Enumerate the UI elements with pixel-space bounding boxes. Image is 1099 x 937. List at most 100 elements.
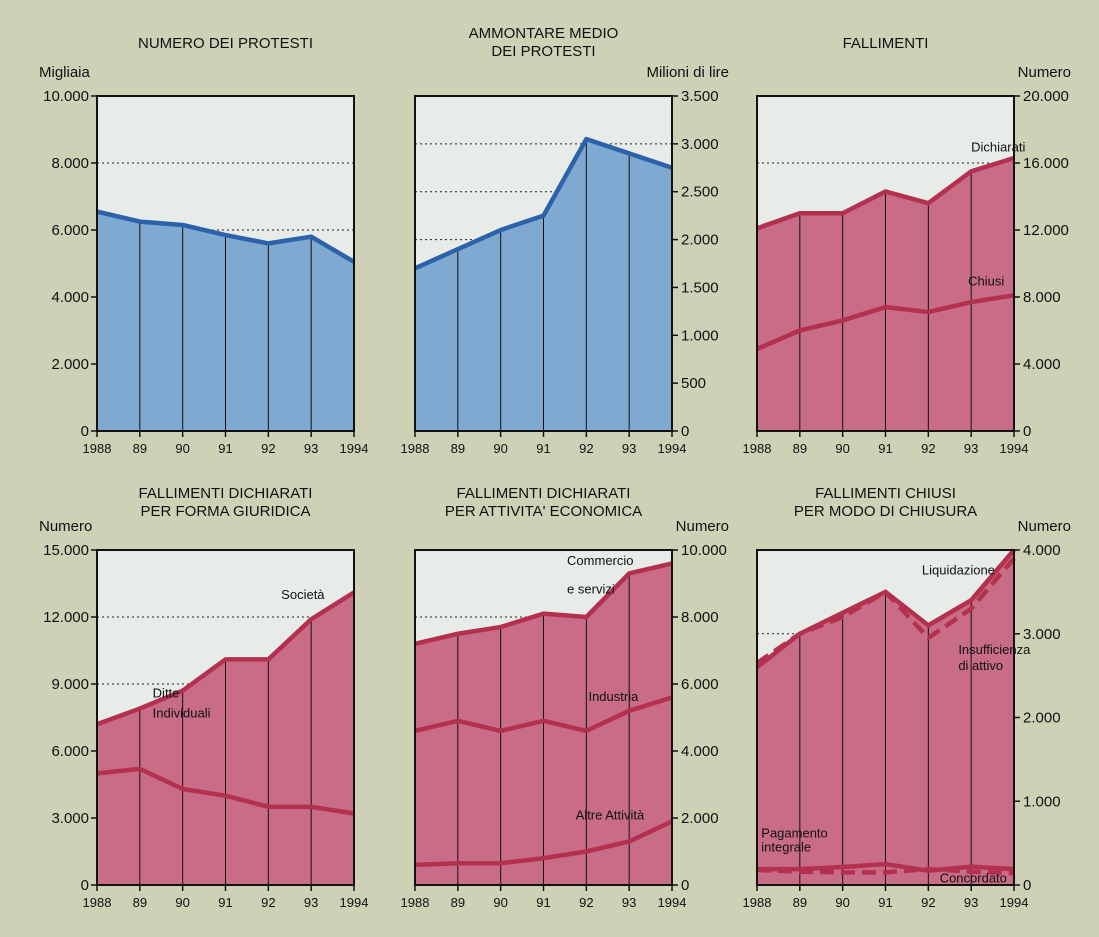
series-label: Commercio xyxy=(567,553,633,568)
x-tick-label: 1994 xyxy=(658,895,687,910)
y-tick-label: 8.000 xyxy=(1023,289,1061,306)
x-tick-label: 89 xyxy=(133,441,147,456)
y-tick-label: 4.000 xyxy=(681,743,719,760)
x-tick-label: 1988 xyxy=(743,441,772,456)
y-tick-label: 3.000 xyxy=(1023,626,1061,643)
x-tick-label: 92 xyxy=(579,895,593,910)
unit-label: Numero xyxy=(1018,518,1071,535)
x-tick-label: 90 xyxy=(835,895,849,910)
y-tick-label: 0 xyxy=(1023,877,1031,894)
series-line-1 xyxy=(414,136,673,271)
chart-title: FALLIMENTI CHIUSI xyxy=(815,485,956,502)
series-label: Industria xyxy=(588,689,639,704)
x-tick-label: 90 xyxy=(493,895,507,910)
series-line-4 xyxy=(756,866,1015,876)
x-tick-label: 1988 xyxy=(401,441,430,456)
x-tick-label: 92 xyxy=(921,441,935,456)
y-tick-label: 2.000 xyxy=(1023,710,1061,727)
x-tick-label: 89 xyxy=(451,441,465,456)
y-tick-label: 3.000 xyxy=(681,136,719,153)
y-tick-label: 1.000 xyxy=(1023,793,1061,810)
x-tick-label: 92 xyxy=(579,441,593,456)
chart-title: FALLIMENTI DICHIARATI xyxy=(457,485,631,502)
series-label: di attivo xyxy=(958,658,1003,673)
series-label: Liquidazione xyxy=(922,562,995,577)
y-tick-label: 2.000 xyxy=(681,232,719,249)
y-tick-label: 12.000 xyxy=(1023,222,1069,239)
x-tick-label: 92 xyxy=(261,895,275,910)
x-tick-label: 89 xyxy=(133,895,147,910)
y-tick-label: 8.000 xyxy=(681,609,719,626)
x-tick-label: 93 xyxy=(304,441,318,456)
x-tick-label: 1988 xyxy=(83,441,112,456)
x-tick-label: 89 xyxy=(451,895,465,910)
x-tick-label: 93 xyxy=(964,441,978,456)
x-tick-label: 1988 xyxy=(401,895,430,910)
y-tick-label: 500 xyxy=(681,375,706,392)
unit-label: Migliaia xyxy=(39,64,91,81)
series-label: Società xyxy=(281,587,325,602)
y-tick-label: 4.000 xyxy=(51,289,89,306)
series-label: Concordato xyxy=(940,870,1007,885)
x-tick-label: 93 xyxy=(622,441,636,456)
y-tick-label: 16.000 xyxy=(1023,155,1069,172)
y-tick-label: 0 xyxy=(681,877,689,894)
y-tick-label: 12.000 xyxy=(43,609,89,626)
chart-title: AMMONTARE MEDIO xyxy=(469,25,619,42)
y-tick-label: 6.000 xyxy=(51,743,89,760)
unit-label: Numero xyxy=(1018,64,1071,81)
series-line-3 xyxy=(757,861,1015,874)
chart-title: PER MODO DI CHIUSURA xyxy=(794,503,977,520)
y-tick-label: 2.000 xyxy=(681,810,719,827)
y-tick-label: 2.500 xyxy=(681,184,719,201)
chart-1: 0 2.000 4.000 6.000 8.000 10.000 1988 89 90 91 92 9… xyxy=(39,35,368,456)
series-line-1 xyxy=(96,590,356,727)
y-tick-label: 3.500 xyxy=(681,88,719,105)
y-tick-label: 6.000 xyxy=(681,676,719,693)
chart-5: 0 2.000 4.000 6.000 8.000 10.000 1988 89 90 91 92 9… xyxy=(401,485,729,910)
y-tick-label: 1.000 xyxy=(681,327,719,344)
x-tick-label: 89 xyxy=(793,895,807,910)
x-tick-label: 1994 xyxy=(658,441,687,456)
x-tick-label: 89 xyxy=(793,441,807,456)
x-tick-label: 91 xyxy=(536,441,550,456)
chart-2: 0 500 1.000 1.500 2.000 2.500 3.000 3.500 1988 89… xyxy=(401,25,729,456)
series-label: Pagamento xyxy=(761,825,828,840)
x-tick-label: 1994 xyxy=(340,441,369,456)
series-line-3 xyxy=(414,819,673,868)
series-label: Insufficienza xyxy=(958,642,1031,657)
series-line-1 xyxy=(756,155,1015,231)
x-tick-label: 90 xyxy=(493,441,507,456)
y-tick-label: 9.000 xyxy=(51,676,89,693)
chart-title: FALLIMENTI xyxy=(843,35,929,52)
series-line-2 xyxy=(414,695,673,734)
series-label: Chiusi xyxy=(968,273,1004,288)
y-tick-label: 1.500 xyxy=(681,279,719,296)
y-tick-label: 15.000 xyxy=(43,542,89,559)
series-line-1 xyxy=(96,209,356,264)
x-tick-label: 91 xyxy=(218,895,232,910)
y-tick-label: 3.000 xyxy=(51,810,89,827)
chart-title: PER ATTIVITA' ECONOMICA xyxy=(445,503,642,520)
y-tick-label: 0 xyxy=(681,423,689,440)
y-tick-label: 10.000 xyxy=(43,88,89,105)
y-tick-label: 20.000 xyxy=(1023,88,1069,105)
x-tick-label: 1994 xyxy=(1000,441,1029,456)
x-tick-label: 90 xyxy=(175,895,189,910)
x-tick-label: 93 xyxy=(964,895,978,910)
y-tick-label: 4.000 xyxy=(1023,356,1061,373)
chart-title: DEI PROTESTI xyxy=(491,43,595,60)
y-tick-label: 4.000 xyxy=(1023,542,1061,559)
x-tick-label: 1994 xyxy=(1000,895,1029,910)
series-label: integrale xyxy=(761,840,811,855)
x-tick-label: 91 xyxy=(878,895,892,910)
series-label: Altre Attività xyxy=(576,808,645,823)
y-tick-label: 0 xyxy=(1023,423,1031,440)
chart-6: 0 1.000 2.000 3.000 4.000 1988 89 90 91 92 93 1994 N… xyxy=(743,485,1071,910)
chart-4: 0 3.000 6.000 9.000 12.000 15.000 1988 89 90 91 92… xyxy=(39,485,368,910)
x-tick-label: 91 xyxy=(218,441,232,456)
y-tick-label: 0 xyxy=(81,877,89,894)
series-label: e servizi xyxy=(567,582,615,597)
x-tick-label: 90 xyxy=(835,441,849,456)
